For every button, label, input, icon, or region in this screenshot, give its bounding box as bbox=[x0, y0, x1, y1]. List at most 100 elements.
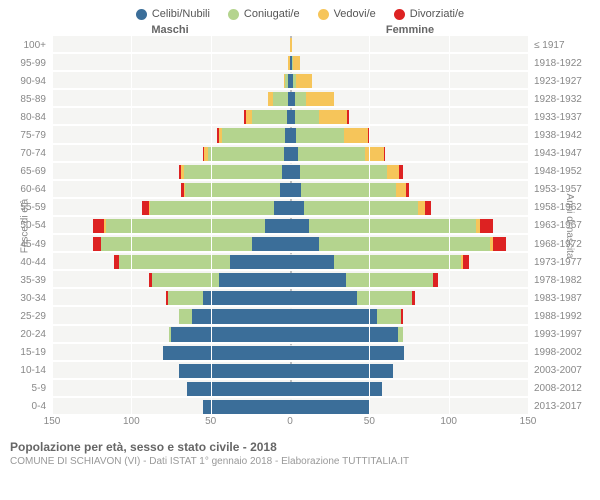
age-label: 35-39 bbox=[0, 271, 50, 289]
birth-label: 1918-1922 bbox=[530, 54, 600, 72]
male-bar bbox=[217, 128, 290, 142]
column-headers: Maschi Femmine bbox=[0, 24, 600, 36]
legend-label: Divorziati/e bbox=[410, 8, 464, 20]
male-bar bbox=[166, 291, 290, 305]
birth-label: 1923-1927 bbox=[530, 72, 600, 90]
age-label: 65-69 bbox=[0, 163, 50, 181]
table-row bbox=[52, 271, 528, 289]
birth-label: 1993-1997 bbox=[530, 326, 600, 344]
male-bar bbox=[179, 309, 290, 323]
female-bar bbox=[290, 219, 493, 233]
table-row bbox=[52, 181, 528, 199]
age-label: 75-79 bbox=[0, 126, 50, 144]
male-bar bbox=[203, 147, 290, 161]
age-label: 80-84 bbox=[0, 108, 50, 126]
x-tick: 100 bbox=[440, 416, 457, 427]
female-bar bbox=[290, 165, 403, 179]
table-row bbox=[52, 380, 528, 398]
birth-label: 1943-1947 bbox=[530, 145, 600, 163]
birth-label: 1988-1992 bbox=[530, 307, 600, 325]
female-bar bbox=[290, 309, 403, 323]
male-bar bbox=[149, 273, 290, 287]
birth-label: 2003-2007 bbox=[530, 362, 600, 380]
gridline bbox=[211, 36, 212, 416]
table-row bbox=[52, 54, 528, 72]
legend-swatch bbox=[394, 9, 405, 20]
x-tick: 100 bbox=[123, 416, 140, 427]
female-bar bbox=[290, 400, 369, 414]
female-bar bbox=[290, 38, 292, 52]
age-label: 25-29 bbox=[0, 307, 50, 325]
age-label: 40-44 bbox=[0, 253, 50, 271]
female-bar bbox=[290, 110, 349, 124]
table-row bbox=[52, 145, 528, 163]
table-row bbox=[52, 326, 528, 344]
chart-area: Fasce di età Anni di nascita 100+95-9990… bbox=[0, 36, 600, 416]
male-bar bbox=[187, 382, 290, 396]
table-row bbox=[52, 90, 528, 108]
table-row bbox=[52, 199, 528, 217]
table-row bbox=[52, 108, 528, 126]
male-bar bbox=[93, 237, 290, 251]
birth-label: 1938-1942 bbox=[530, 126, 600, 144]
female-bar bbox=[290, 327, 403, 341]
age-label: 10-14 bbox=[0, 362, 50, 380]
male-bar bbox=[169, 327, 290, 341]
male-bar bbox=[268, 92, 290, 106]
legend-item: Vedovi/e bbox=[318, 8, 376, 20]
age-label: 5-9 bbox=[0, 380, 50, 398]
male-header: Maschi bbox=[50, 24, 290, 36]
table-row bbox=[52, 36, 528, 54]
table-row bbox=[52, 398, 528, 416]
birth-label: 1978-1982 bbox=[530, 271, 600, 289]
female-bar bbox=[290, 382, 382, 396]
legend: Celibi/NubiliConiugati/eVedovi/eDivorzia… bbox=[0, 0, 600, 24]
age-label: 100+ bbox=[0, 36, 50, 54]
legend-item: Divorziati/e bbox=[394, 8, 464, 20]
legend-label: Celibi/Nubili bbox=[152, 8, 210, 20]
birth-label: ≤ 1917 bbox=[530, 36, 600, 54]
female-bar bbox=[290, 364, 393, 378]
age-label: 85-89 bbox=[0, 90, 50, 108]
y-axis-label-right: Anni di nascita bbox=[564, 193, 575, 258]
table-row bbox=[52, 217, 528, 235]
footer: Popolazione per età, sesso e stato civil… bbox=[0, 434, 600, 467]
female-bar bbox=[290, 128, 369, 142]
x-axis: 15010050050100150 bbox=[0, 416, 600, 434]
table-row bbox=[52, 307, 528, 325]
birth-label: 1983-1987 bbox=[530, 289, 600, 307]
age-label: 95-99 bbox=[0, 54, 50, 72]
age-label: 30-34 bbox=[0, 289, 50, 307]
legend-swatch bbox=[136, 9, 147, 20]
chart-subtitle: COMUNE DI SCHIAVON (VI) - Dati ISTAT 1° … bbox=[10, 456, 590, 467]
female-bar bbox=[290, 183, 409, 197]
female-bar bbox=[290, 255, 469, 269]
gridline bbox=[369, 36, 370, 416]
y-axis-label-left: Fasce di età bbox=[20, 199, 31, 253]
table-row bbox=[52, 344, 528, 362]
male-bar bbox=[179, 364, 290, 378]
female-bar bbox=[290, 74, 312, 88]
table-row bbox=[52, 126, 528, 144]
male-bar bbox=[163, 346, 290, 360]
female-bar bbox=[290, 56, 300, 70]
female-header: Femmine bbox=[290, 24, 530, 36]
age-label: 70-74 bbox=[0, 145, 50, 163]
birth-label: 1928-1932 bbox=[530, 90, 600, 108]
gridline bbox=[449, 36, 450, 416]
male-bar bbox=[93, 219, 290, 233]
plot bbox=[52, 36, 528, 416]
table-row bbox=[52, 253, 528, 271]
age-label: 60-64 bbox=[0, 181, 50, 199]
female-bar bbox=[290, 237, 506, 251]
x-tick: 0 bbox=[287, 416, 293, 427]
age-label: 15-19 bbox=[0, 344, 50, 362]
legend-swatch bbox=[228, 9, 239, 20]
female-bar bbox=[290, 291, 415, 305]
birth-label: 2013-2017 bbox=[530, 398, 600, 416]
male-bar bbox=[203, 400, 290, 414]
bar-rows bbox=[52, 36, 528, 416]
male-bar bbox=[181, 183, 290, 197]
female-bar bbox=[290, 147, 385, 161]
age-label: 20-24 bbox=[0, 326, 50, 344]
